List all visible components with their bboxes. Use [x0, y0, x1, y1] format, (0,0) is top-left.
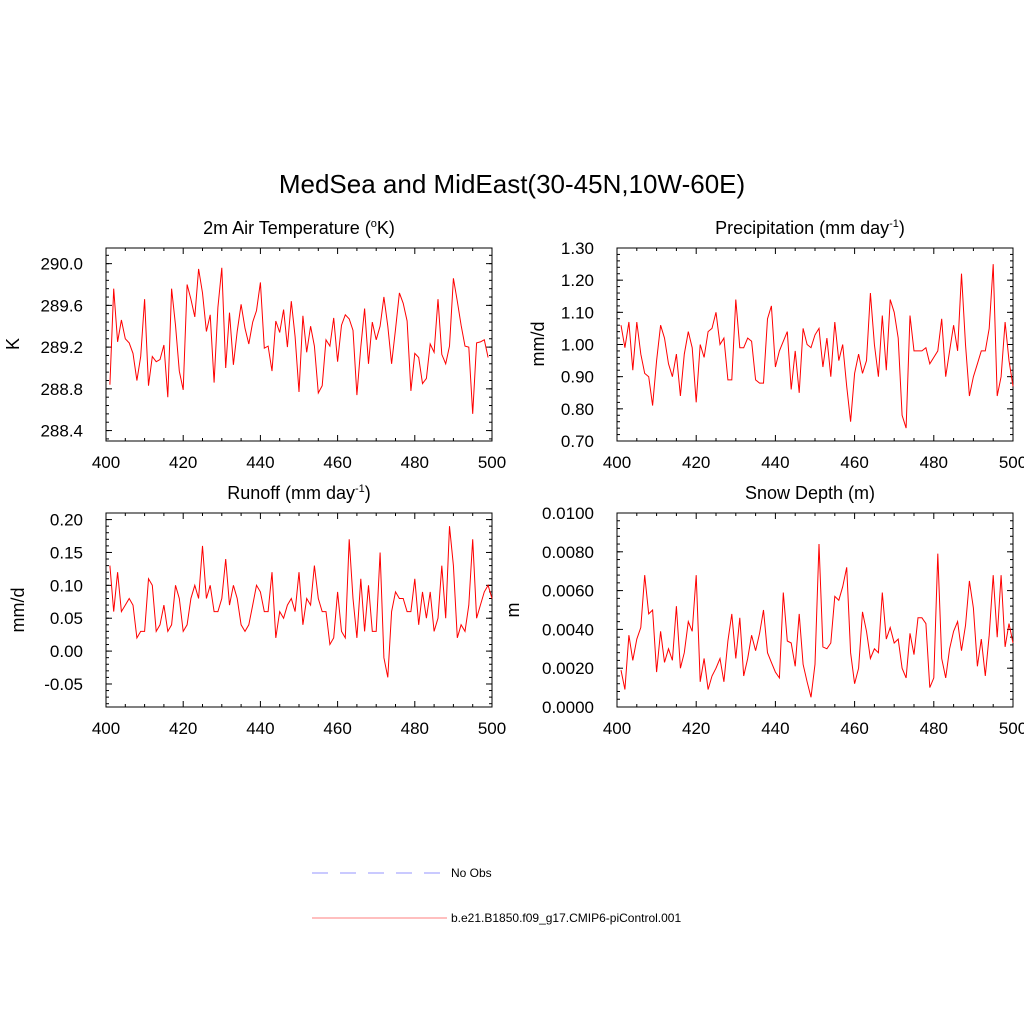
x-tick-label: 480 — [401, 719, 429, 738]
tick-marks — [616, 247, 1014, 442]
y-tick-label: 1.30 — [561, 239, 594, 258]
figure-title: MedSea and MidEast(30-45N,10W-60E) — [279, 169, 745, 199]
y-tick-label: 1.10 — [561, 303, 594, 322]
y-tick-labels: 0.70 0.80 0.90 1.00 1.10 1.20 1.30 — [561, 239, 594, 451]
y-tick-labels: 0.0000 0.0020 0.0040 0.0060 0.0080 0.0100 — [542, 504, 594, 717]
x-tick-label: 440 — [246, 719, 274, 738]
x-tick-label: 500 — [478, 719, 506, 738]
y-tick-label: 0.15 — [50, 543, 83, 562]
panel-air-temperature: 2m Air Temperature (oK) 288.4288.8289.22… — [3, 218, 506, 472]
y-tick-label: 0.20 — [50, 511, 83, 530]
series-line — [109, 526, 493, 678]
series-line — [109, 267, 489, 414]
y-tick-labels: 288.4 288.8 289.2 289.6 290.0 — [40, 255, 83, 441]
x-tick-label: 420 — [682, 719, 710, 738]
x-tick-label: 420 — [682, 453, 710, 472]
y-tick-label: 0.0020 — [542, 659, 594, 678]
legend-label-no-obs: No Obs — [451, 866, 492, 880]
x-tick-label: 460 — [323, 453, 351, 472]
x-tick-label: 420 — [169, 453, 197, 472]
y-tick-label: -0.05 — [44, 675, 83, 694]
y-tick-label: 0.0000 — [542, 698, 594, 717]
x-tick-label: 460 — [840, 719, 868, 738]
panel-title: 2m Air Temperature (oK) — [203, 218, 395, 238]
y-tick-label: 0.10 — [50, 576, 83, 595]
y-tick-label: 288.4 — [40, 422, 83, 441]
y-tick-label: 1.20 — [561, 271, 594, 290]
y-tick-label: 0.80 — [561, 400, 594, 419]
x-tick-label: 480 — [401, 453, 429, 472]
panel-runoff: Runoff (mm day-1) -0.05 0.00 0.05 0.10 0.15 0… — [8, 483, 506, 738]
y-tick-label: 0.0100 — [542, 504, 594, 523]
series-line — [620, 543, 1014, 698]
y-tick-label: 1.00 — [561, 336, 594, 355]
series-line — [620, 264, 1014, 429]
x-tick-label: 500 — [999, 719, 1024, 738]
y-tick-label: 289.6 — [40, 296, 83, 315]
x-tick-label: 500 — [999, 453, 1024, 472]
x-tick-label: 400 — [603, 453, 631, 472]
x-tick-labels: 400 420 440 460 480 500 — [603, 453, 1024, 472]
tick-marks — [105, 248, 493, 441]
legend-label-model: b.e21.B1850.f09_g17.CMIP6-piControl.001 — [451, 911, 681, 925]
plot-frame — [616, 247, 1014, 442]
y-tick-label: 288.8 — [40, 380, 83, 399]
y-tick-label: 0.0040 — [542, 620, 594, 639]
x-tick-labels: 400 420 440 460 480 500 — [603, 719, 1024, 738]
x-tick-labels: 400 420 440 460 480 500 — [92, 453, 506, 472]
y-tick-label: 0.0080 — [542, 543, 594, 562]
tick-marks — [105, 512, 493, 707]
panel-title: Snow Depth (m) — [745, 483, 875, 503]
y-axis-label: m — [503, 603, 523, 618]
y-axis-label: mm/d — [528, 322, 548, 367]
y-tick-label: 0.90 — [561, 368, 594, 387]
legend: No Obs b.e21.B1850.f09_g17.CMIP6-piContr… — [312, 866, 681, 925]
plot-frame — [105, 247, 493, 442]
y-tick-label: 0.0060 — [542, 582, 594, 601]
x-tick-label: 440 — [246, 453, 274, 472]
x-tick-labels: 400 420 440 460 480 500 — [92, 719, 506, 738]
x-tick-label: 460 — [323, 719, 351, 738]
x-tick-label: 440 — [761, 453, 789, 472]
y-tick-label: 0.05 — [50, 609, 83, 628]
x-tick-label: 420 — [169, 719, 197, 738]
panel-precipitation: Precipitation (mm day-1) 0.70 0.80 0.90 1.0… — [528, 218, 1024, 472]
x-tick-label: 460 — [840, 453, 868, 472]
panel-title: Runoff (mm day-1) — [227, 483, 371, 503]
plot-frame — [105, 512, 493, 708]
x-tick-label: 480 — [920, 453, 948, 472]
panel-title: Precipitation (mm day-1) — [715, 218, 905, 238]
x-tick-label: 500 — [478, 453, 506, 472]
x-tick-label: 400 — [603, 719, 631, 738]
y-axis-label: K — [3, 338, 23, 350]
y-tick-labels: -0.05 0.00 0.05 0.10 0.15 0.20 — [44, 511, 83, 694]
y-tick-label: 289.2 — [40, 338, 83, 357]
y-tick-label: 0.00 — [50, 642, 83, 661]
tick-marks — [616, 512, 1014, 708]
x-tick-label: 400 — [92, 719, 120, 738]
x-tick-label: 480 — [920, 719, 948, 738]
y-tick-label: 0.70 — [561, 432, 594, 451]
y-tick-label: 290.0 — [40, 255, 83, 274]
x-tick-label: 440 — [761, 719, 789, 738]
x-tick-label: 400 — [92, 453, 120, 472]
y-axis-label: mm/d — [8, 588, 28, 633]
panel-snow-depth: Snow Depth (m) 0.00000.00200.00400.00600… — [503, 483, 1024, 738]
